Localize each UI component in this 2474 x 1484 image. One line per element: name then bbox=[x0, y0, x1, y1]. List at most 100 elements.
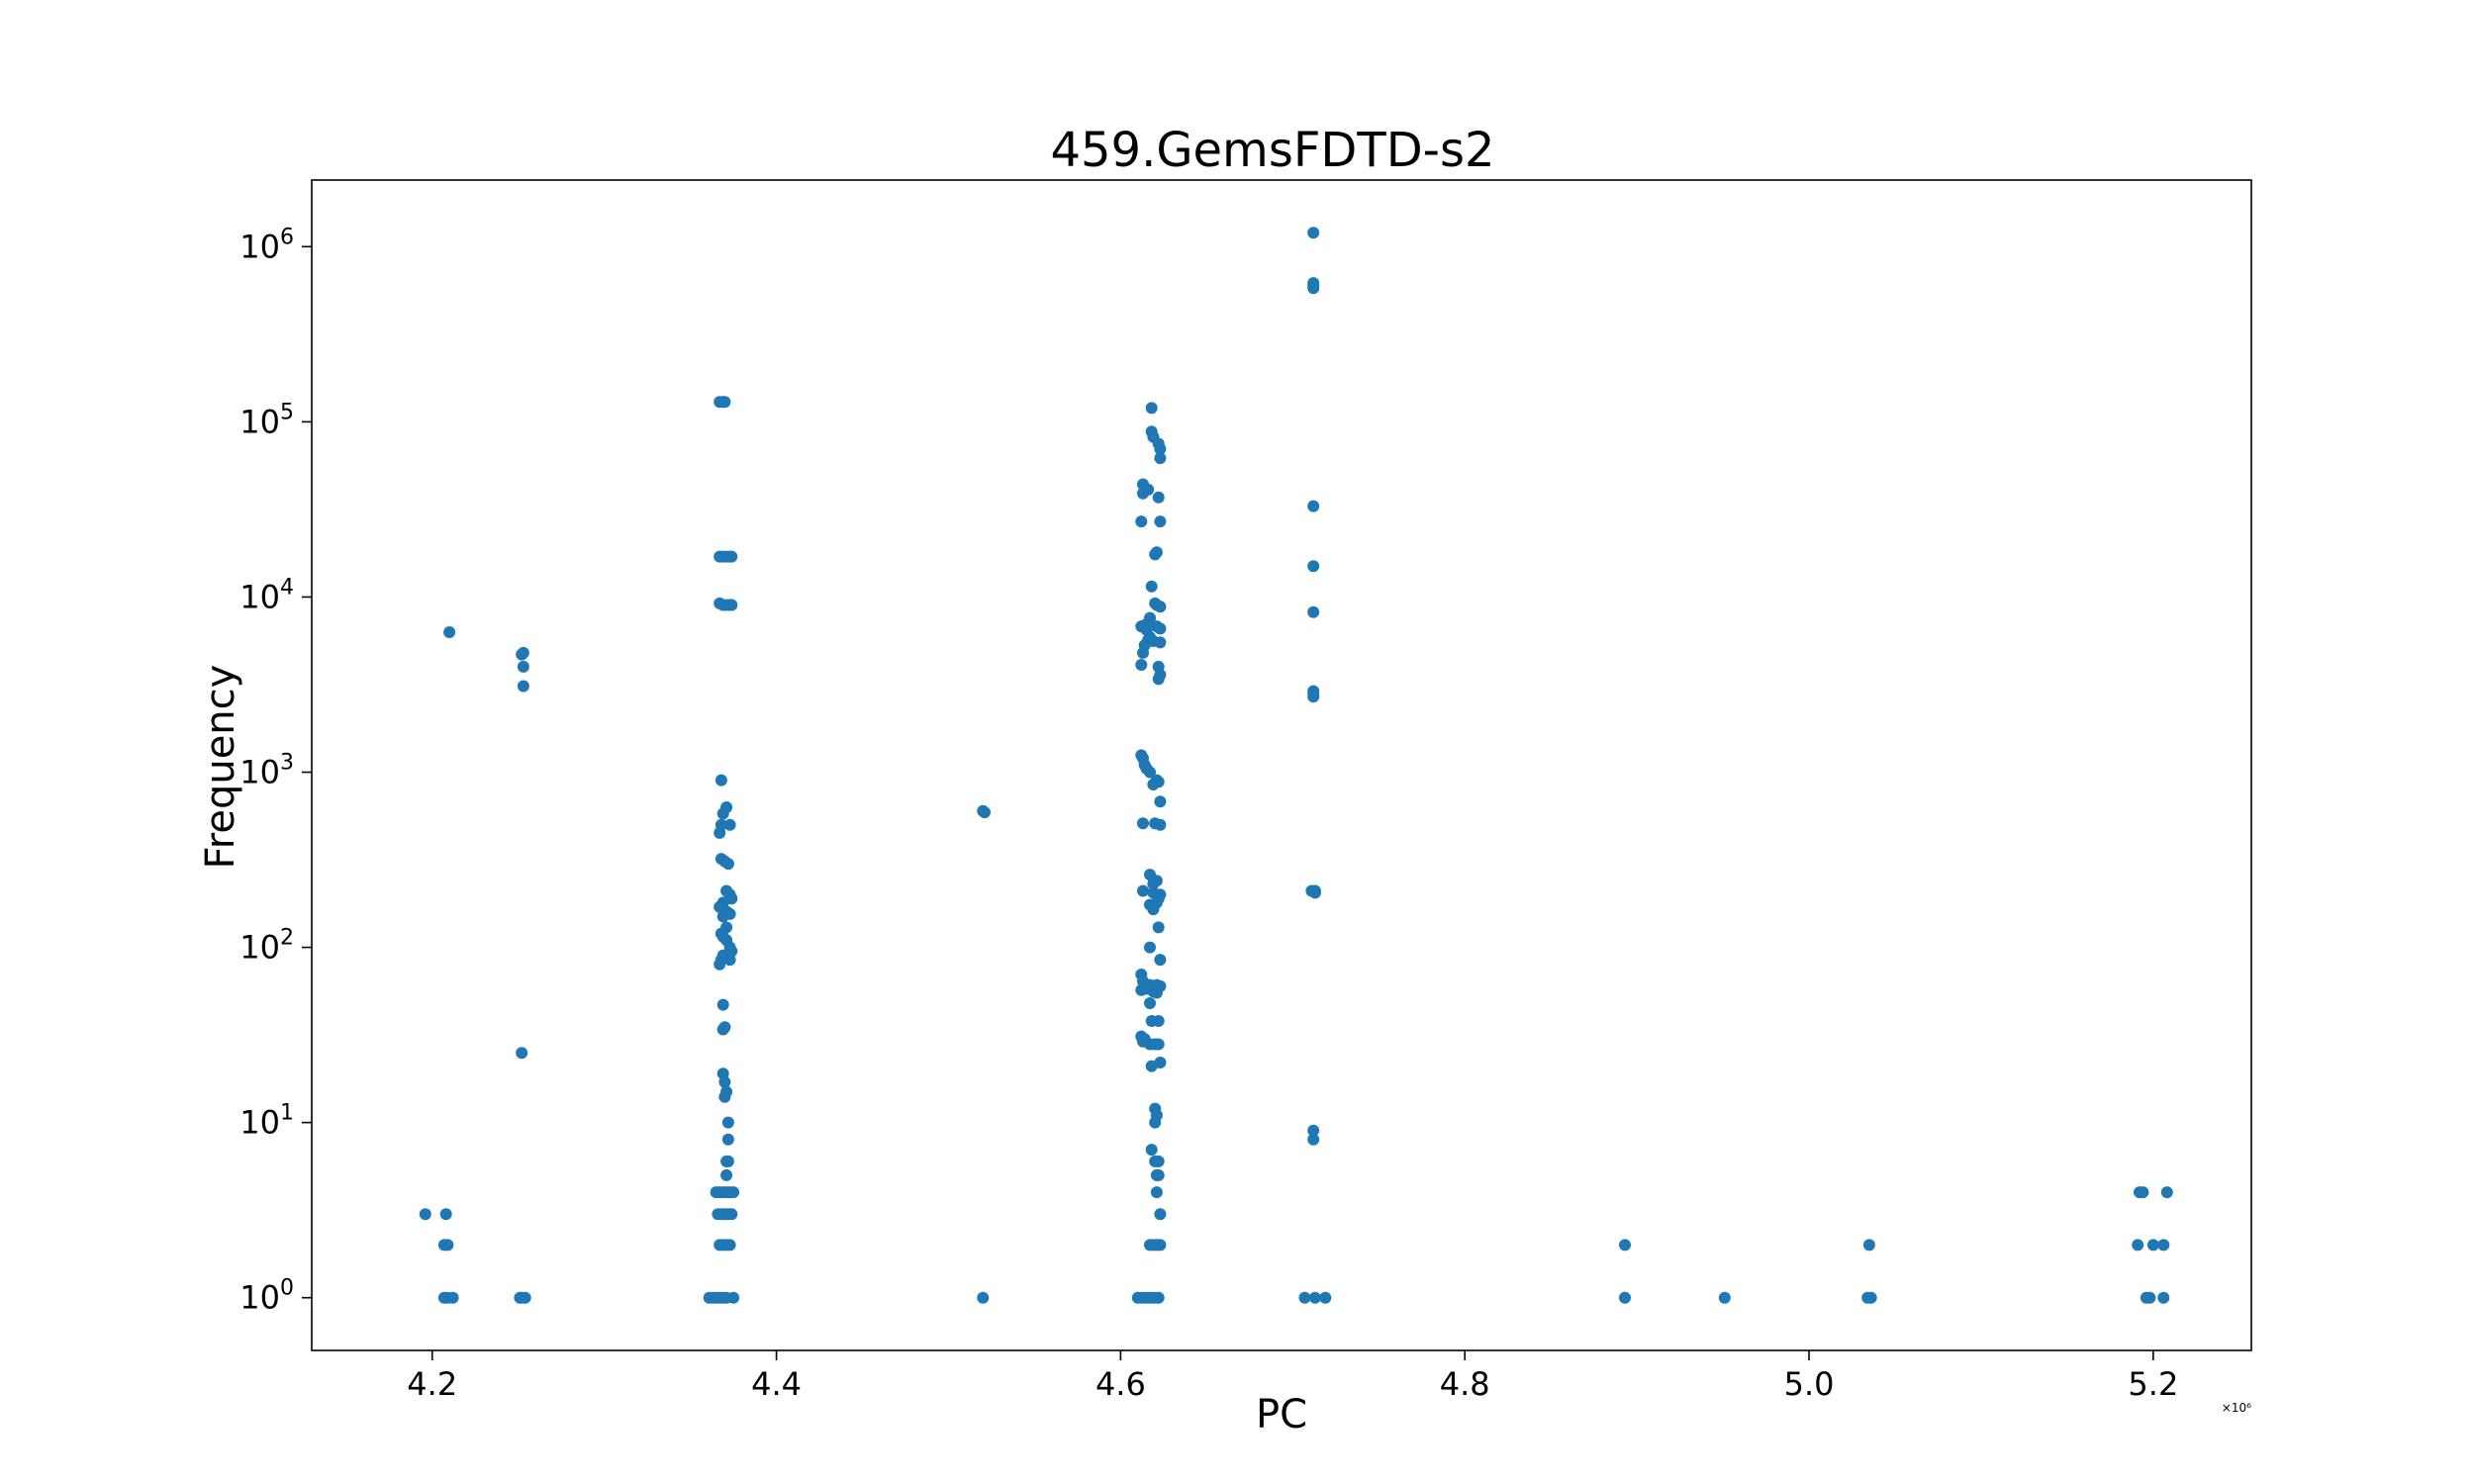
data-point bbox=[1145, 1144, 1158, 1157]
data-point bbox=[977, 1291, 990, 1304]
data-point bbox=[718, 396, 731, 409]
data-point bbox=[1144, 941, 1156, 954]
data-point bbox=[1152, 1155, 1165, 1167]
data-point bbox=[721, 1155, 734, 1167]
data-point bbox=[1152, 1038, 1165, 1051]
data-point bbox=[2137, 1186, 2149, 1199]
data-point bbox=[1137, 487, 1149, 500]
data-point bbox=[1307, 282, 1320, 295]
data-point bbox=[1145, 580, 1158, 593]
data-point bbox=[1718, 1291, 1731, 1304]
data-point bbox=[727, 1186, 740, 1199]
y-axis-label: Frequency bbox=[198, 665, 243, 870]
data-point bbox=[1147, 878, 1160, 890]
data-point bbox=[1135, 983, 1148, 996]
data-point bbox=[516, 1047, 528, 1060]
data-point bbox=[725, 599, 738, 611]
data-point bbox=[1154, 818, 1167, 831]
data-point bbox=[1154, 1239, 1167, 1252]
data-point bbox=[979, 806, 991, 819]
data-point bbox=[2132, 1239, 2144, 1252]
x-tick-label: 4.4 bbox=[751, 1365, 802, 1403]
data-point bbox=[517, 680, 529, 693]
data-point bbox=[1307, 1124, 1320, 1137]
data-point bbox=[1135, 515, 1148, 528]
data-point bbox=[1154, 622, 1167, 635]
data-point bbox=[714, 826, 726, 839]
x-tick-label: 4.8 bbox=[1440, 1365, 1490, 1403]
data-point bbox=[718, 1090, 731, 1103]
data-point bbox=[1154, 954, 1167, 967]
x-axis-label: PC bbox=[1256, 1392, 1307, 1438]
data-point bbox=[1307, 500, 1320, 512]
data-point bbox=[517, 646, 529, 659]
data-point bbox=[716, 998, 729, 1011]
data-point bbox=[723, 954, 736, 967]
data-point bbox=[725, 550, 738, 563]
data-point bbox=[1154, 515, 1167, 528]
data-point bbox=[1137, 817, 1149, 830]
data-point bbox=[2157, 1239, 2170, 1252]
data-point bbox=[443, 626, 456, 638]
data-point bbox=[1152, 1015, 1165, 1027]
data-point bbox=[1298, 1291, 1311, 1304]
y-tick-label: 104 bbox=[239, 575, 294, 615]
data-point bbox=[2157, 1291, 2170, 1304]
data-point bbox=[1152, 491, 1165, 504]
data-point bbox=[714, 958, 726, 971]
data-point bbox=[720, 1168, 733, 1181]
data-point bbox=[1154, 1208, 1167, 1221]
data-point bbox=[1154, 601, 1167, 613]
data-point bbox=[1862, 1239, 1875, 1252]
data-point bbox=[1864, 1291, 1877, 1304]
data-point bbox=[1150, 986, 1163, 999]
data-point bbox=[723, 1239, 736, 1252]
data-point bbox=[2143, 1291, 2156, 1304]
data-point bbox=[419, 1208, 431, 1221]
data-point bbox=[1154, 452, 1167, 465]
data-point bbox=[1307, 227, 1320, 239]
data-point bbox=[1137, 646, 1149, 659]
y-tick-label: 102 bbox=[239, 926, 294, 967]
y-tick-label: 106 bbox=[239, 225, 294, 265]
x-tick-label: 5.2 bbox=[2128, 1365, 2178, 1403]
data-point bbox=[446, 1291, 459, 1304]
data-point bbox=[2146, 1239, 2159, 1252]
data-point bbox=[439, 1208, 452, 1221]
data-point bbox=[1152, 1168, 1165, 1181]
data-point bbox=[1619, 1239, 1631, 1252]
data-point bbox=[1144, 766, 1156, 779]
data-point bbox=[716, 807, 729, 820]
data-point bbox=[1135, 659, 1148, 671]
x-axis-offset-label: ×10⁶ bbox=[2222, 1401, 2251, 1415]
x-tick-label: 4.6 bbox=[1095, 1365, 1146, 1403]
data-point bbox=[1152, 1291, 1165, 1304]
data-point bbox=[441, 1239, 454, 1252]
data-point bbox=[1308, 1291, 1321, 1304]
data-point bbox=[519, 1291, 531, 1304]
y-tick-label: 101 bbox=[239, 1101, 294, 1142]
data-point bbox=[723, 818, 736, 831]
data-point bbox=[725, 1208, 738, 1221]
data-point bbox=[721, 858, 734, 871]
data-point bbox=[727, 1291, 740, 1304]
data-point bbox=[1154, 795, 1167, 808]
data-point bbox=[721, 1133, 734, 1146]
data-point bbox=[1147, 903, 1160, 916]
y-tick-label: 100 bbox=[239, 1276, 294, 1317]
data-point bbox=[1154, 442, 1167, 455]
data-point bbox=[714, 774, 727, 787]
y-tick-label: 105 bbox=[239, 400, 294, 440]
data-point bbox=[1149, 1116, 1162, 1129]
data-point bbox=[1307, 605, 1320, 618]
data-point bbox=[517, 660, 529, 673]
data-point bbox=[1307, 1133, 1320, 1146]
data-point bbox=[1154, 1057, 1167, 1068]
plot-frame bbox=[311, 179, 2252, 1351]
data-point bbox=[1144, 997, 1156, 1009]
x-tick-label: 4.2 bbox=[407, 1365, 457, 1403]
y-tick-label: 103 bbox=[239, 751, 294, 791]
data-point bbox=[2160, 1186, 2173, 1199]
data-point bbox=[1307, 560, 1320, 573]
